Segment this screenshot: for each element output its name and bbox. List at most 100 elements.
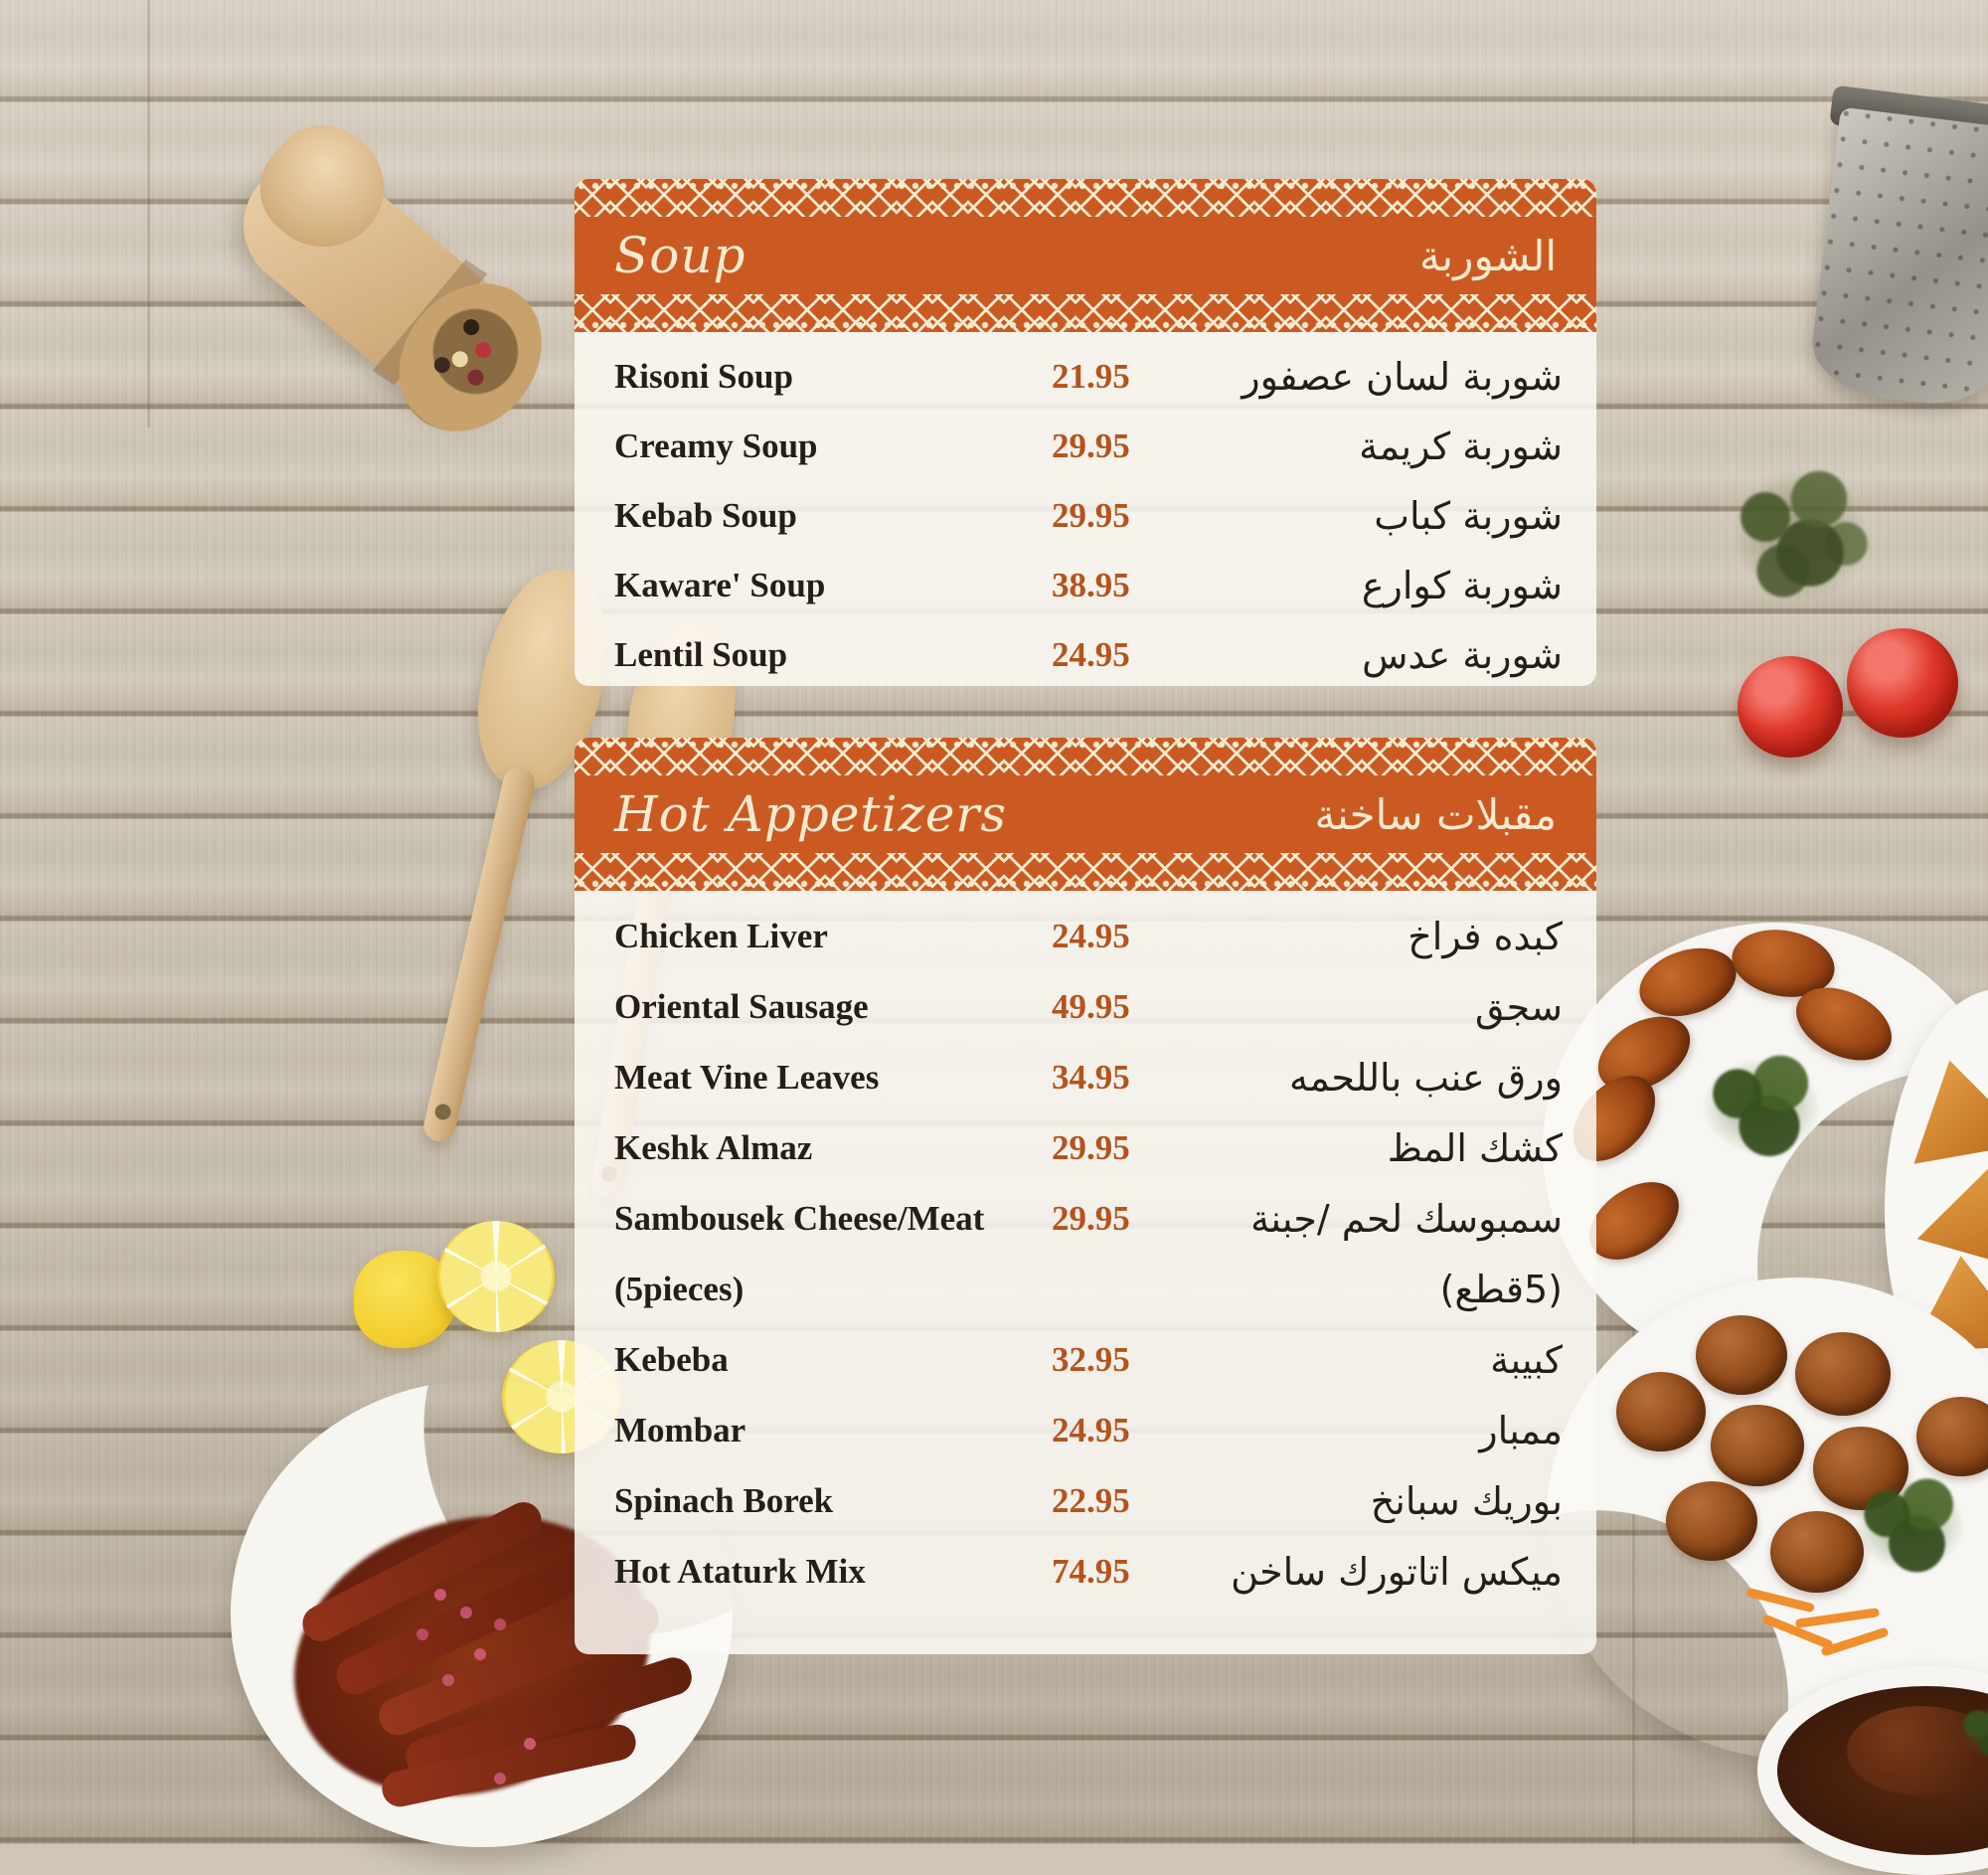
scoop-body [218,103,572,460]
menu-item-row: Kaware' Soup 38.95 شوربة كوارع [575,551,1596,620]
menu-section-soup: Soup الشوربة Risoni Soup 21.95 شوربة لسا… [575,179,1596,686]
herbs-photo [1712,445,1891,624]
section-title-en: Soup [614,227,746,284]
item-name-en: Oriental Sausage [614,986,869,1026]
spice-scoop-photo [218,103,616,460]
menu-item-row: Risoni Soup 21.95 شوربة لسان عصفور [575,342,1596,412]
meatball [1666,1481,1757,1561]
item-name-en: Mombar [614,1410,746,1449]
meatball [1711,1405,1804,1486]
item-price: 32.95 [1052,1339,1130,1379]
item-name-en: Risoni Soup [614,357,793,396]
section-title-ar: مقبلات ساخنة [1314,789,1557,839]
meatball [1916,1397,1988,1476]
item-name-en: Sambousek Cheese/Meat [614,1198,985,1238]
item-price: 21.95 [1052,357,1130,396]
item-name-ar: (5قطع) [1439,1267,1563,1311]
item-price: 34.95 [1052,1057,1130,1097]
menu-item-row: Oriental Sausage 49.95 سجق [575,971,1596,1042]
item-price: 24.95 [1052,916,1130,955]
item-name-en: Meat Vine Leaves [614,1057,880,1097]
item-name-ar: سمبوسك لحم /جبنة [1250,1196,1563,1241]
lace-border-bottom [575,853,1596,891]
item-name-ar: ميكس اتاتورك ساخن [1231,1549,1563,1594]
parsley-garnish [1835,1466,1984,1586]
parsley-garnish [1682,1042,1841,1171]
item-name-ar: شوربة كباب [1374,494,1563,538]
menu-item-row: Chicken Liver 24.95 كبده فراخ [575,901,1596,971]
section-title-ar: الشوربة [1418,231,1557,280]
item-price: 29.95 [1052,426,1130,465]
peppercorn [459,315,483,339]
peppercorn [471,338,495,362]
section-header-hot-appetizers: Hot Appetizers مقبلات ساخنة [575,775,1596,853]
item-price: 29.95 [1052,496,1130,535]
meatball [1696,1315,1787,1395]
grater-photo [1806,85,1988,412]
item-name-en: Creamy Soup [614,426,818,465]
item-price: 29.95 [1052,1127,1130,1167]
item-price: 74.95 [1052,1551,1130,1591]
scoop-knob [240,103,409,272]
item-name-en: Lentil Soup [614,635,788,674]
meatball-plate-photo [1547,1278,1988,1760]
item-name-ar: ممبار [1479,1408,1563,1452]
section-header-soup: Soup الشوربة [575,217,1596,294]
menu-item-row: Kebeba 32.95 كبيبة [575,1324,1596,1395]
lace-border-top [575,179,1596,217]
tomato-photo [1847,628,1958,738]
item-price: 24.95 [1052,1410,1130,1449]
item-name-ar: بوريك سبانخ [1370,1478,1563,1523]
item-name-en: Kebeba [614,1339,729,1379]
item-name-ar: شوربة كريمة [1359,425,1563,468]
item-name-en: Kebab Soup [614,496,797,535]
menu-item-row: Keshk Almaz 29.95 كشك المظ [575,1112,1596,1183]
item-name-ar: كبده فراخ [1408,914,1563,958]
lemon-slice-photo [437,1221,555,1332]
tomato-photo [1738,656,1843,758]
item-price: 38.95 [1052,566,1130,604]
item-price: 24.95 [1052,635,1130,674]
peppercorn [430,353,454,377]
item-name-ar: ورق عنب باللحمه [1289,1055,1563,1100]
section-title-en: Hot Appetizers [614,785,1007,843]
menu-item-row: Hot Ataturk Mix 74.95 ميكس اتاتورك ساخن [575,1536,1596,1607]
menu-item-row: (5pieces) (5قطع) [575,1254,1596,1324]
item-name-en: Hot Ataturk Mix [614,1551,866,1591]
item-name-en: (5pieces) [614,1269,745,1308]
herbs-blob [1712,445,1891,624]
menu-item-row: Kebab Soup 29.95 شوربة كباب [575,481,1596,551]
peppercorn [448,348,472,371]
item-name-ar: كبيبة [1490,1337,1563,1382]
menu-item-row: Spinach Borek 22.95 بوريك سبانخ [575,1465,1596,1536]
plank-joint [147,0,150,427]
item-name-en: Kaware' Soup [614,566,826,604]
item-name-en: Spinach Borek [614,1480,834,1520]
item-name-en: Keshk Almaz [614,1127,813,1167]
meatball [1795,1332,1891,1416]
menu-section-hot-appetizers: Hot Appetizers مقبلات ساخنة Chicken Live… [575,738,1596,1654]
samosa [1914,1146,1988,1278]
menu-item-row: Mombar 24.95 ممبار [575,1395,1596,1465]
item-price: 22.95 [1052,1480,1130,1520]
item-name-en: Chicken Liver [614,916,828,955]
item-price: 49.95 [1052,986,1130,1026]
item-name-ar: شوربة كوارع [1361,564,1563,607]
menu-item-row: Sambousek Cheese/Meat 29.95 سمبوسك لحم /… [575,1183,1596,1254]
menu-item-row: Meat Vine Leaves 34.95 ورق عنب باللحمه [575,1042,1596,1112]
item-name-ar: شوربة لسان عصفور [1242,355,1563,399]
item-name-ar: سجق [1474,984,1563,1029]
pink-peppercorns [434,1589,446,1601]
scoop-mouth [370,255,572,460]
grater-body [1806,106,1988,412]
menu-item-row: Creamy Soup 29.95 شوربة كريمة [575,412,1596,481]
peppercorn [464,366,487,390]
menu-items-soup: Risoni Soup 21.95 شوربة لسان عصفور Cream… [575,332,1596,690]
menu-items-hot-appetizers: Chicken Liver 24.95 كبده فراخ Oriental S… [575,891,1596,1607]
lace-border-bottom [575,294,1596,332]
item-name-ar: شوربة عدس [1362,633,1563,677]
item-price: 29.95 [1052,1198,1130,1238]
item-name-ar: كشك المظ [1387,1125,1563,1170]
lace-border-top [575,738,1596,775]
menu-item-row: Lentil Soup 24.95 شوربة عدس [575,620,1596,690]
